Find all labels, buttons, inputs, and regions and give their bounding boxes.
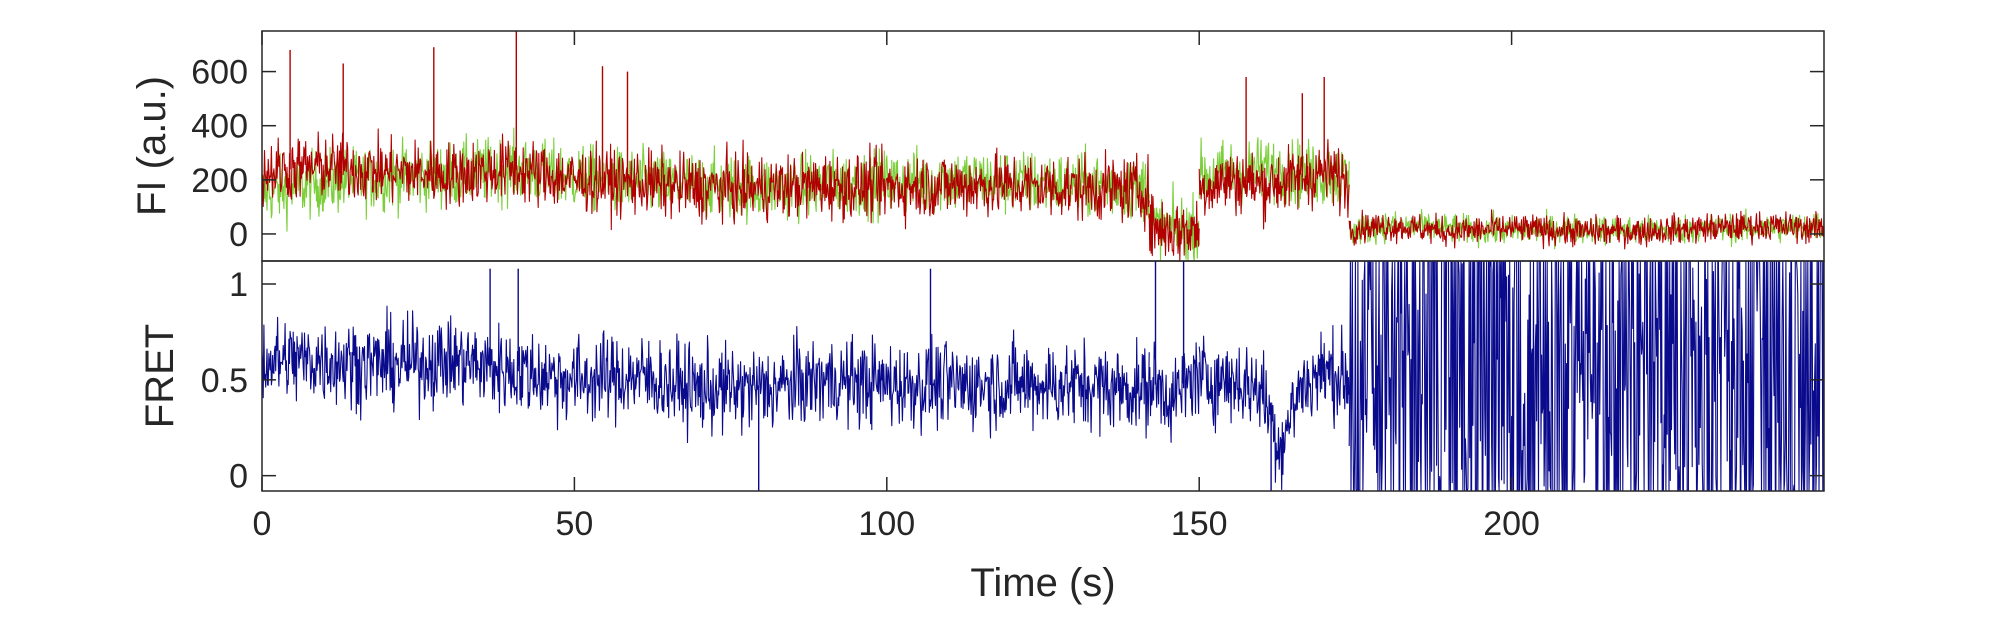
y-tick-label: 0 bbox=[229, 216, 248, 254]
x-tick-label: 100 bbox=[858, 505, 915, 543]
fret-y-axis-label: FRET bbox=[138, 324, 182, 428]
acceptor-trace-segment bbox=[1148, 193, 1200, 262]
time-x-ticks: 0 50 100 150 200 bbox=[253, 31, 1540, 543]
intensity-axes-frame bbox=[261, 30, 1825, 262]
intensity-panel: 0 200 400 600 FI (a.u.) bbox=[130, 30, 1825, 262]
y-tick-label: 400 bbox=[191, 108, 248, 146]
y-tick-label: 1 bbox=[229, 266, 248, 304]
y-tick-label: 600 bbox=[191, 54, 248, 92]
fret-axes-frame bbox=[261, 260, 1825, 492]
acceptor-trace-segment bbox=[1348, 209, 1825, 250]
y-tick-label: 0.5 bbox=[201, 362, 248, 400]
fret-panel: 00.51 0 50 100 150 200 FRET Time (s) bbox=[138, 31, 1825, 605]
y-tick-label: 200 bbox=[191, 162, 248, 200]
y-tick-label: 0 bbox=[229, 458, 248, 496]
fret-trace-segment bbox=[1348, 260, 1825, 492]
x-tick-label: 200 bbox=[1483, 505, 1540, 543]
x-tick-label: 50 bbox=[555, 505, 593, 543]
time-x-axis-label: Time (s) bbox=[970, 561, 1115, 605]
fret-traces bbox=[261, 260, 1825, 492]
fret-trace-segment bbox=[1148, 341, 1200, 443]
fret-trace-segment bbox=[261, 305, 1150, 444]
fret-y-ticks: 00.51 bbox=[201, 266, 1824, 496]
fret-trace-segment bbox=[1198, 324, 1350, 491]
intensity-y-ticks: 0 200 400 600 bbox=[191, 54, 1824, 254]
intensity-traces bbox=[261, 31, 1825, 262]
acceptor-trace-segment bbox=[261, 128, 1150, 233]
x-tick-label: 150 bbox=[1171, 505, 1228, 543]
donor-trace-segment bbox=[1348, 208, 1825, 250]
x-tick-label: 0 bbox=[253, 505, 272, 543]
intensity-y-axis-label: FI (a.u.) bbox=[130, 76, 174, 216]
donor-trace-segment bbox=[1198, 137, 1350, 208]
